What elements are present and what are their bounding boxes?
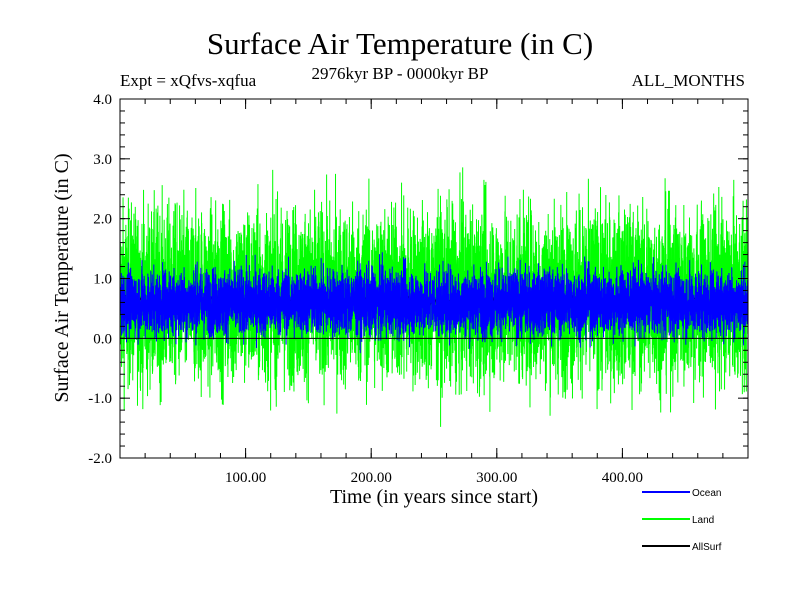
series-land-group <box>119 167 749 427</box>
y-tick-label: 2.0 <box>93 212 112 228</box>
x-tick-label: 400.00 <box>602 470 643 486</box>
y-axis-label: Surface Air Temperature (in C) <box>51 153 73 402</box>
legend-label-ocean: Ocean <box>692 488 721 499</box>
y-tick-label: 4.0 <box>93 92 112 108</box>
y-tick-label: -2.0 <box>88 451 112 467</box>
series-ocean-line <box>119 252 749 354</box>
period-label: 2976kyr BP - 0000kyr BP <box>311 64 489 83</box>
months-label: ALL_MONTHS <box>631 71 745 90</box>
axes-group: -2.0 -1.0 0.0 1.0 2.0 3.0 4.0 100.00 200.00 300.0… <box>88 92 748 486</box>
y-tick-label: 1.0 <box>93 272 112 288</box>
series-land-line <box>119 167 749 427</box>
x-axis-label: Time (in years since start) <box>330 486 538 508</box>
chart-title: Surface Air Temperature (in C) <box>206 26 594 61</box>
legend-label-allsurf: AllSurf <box>692 542 722 553</box>
x-tick-label: 200.00 <box>351 470 392 486</box>
x-tick-label: 100.00 <box>225 470 266 486</box>
series-ocean-group <box>119 252 749 354</box>
y-tick-label: -1.0 <box>88 391 112 407</box>
experiment-label: Expt = xQfvs-xqfua <box>120 71 257 90</box>
legend-label-land: Land <box>692 515 714 526</box>
y-tick-label: 3.0 <box>93 152 112 168</box>
legend: Ocean Land AllSurf <box>642 488 722 553</box>
y-tick-label: 0.0 <box>93 331 112 347</box>
x-tick-label: 300.00 <box>476 470 517 486</box>
